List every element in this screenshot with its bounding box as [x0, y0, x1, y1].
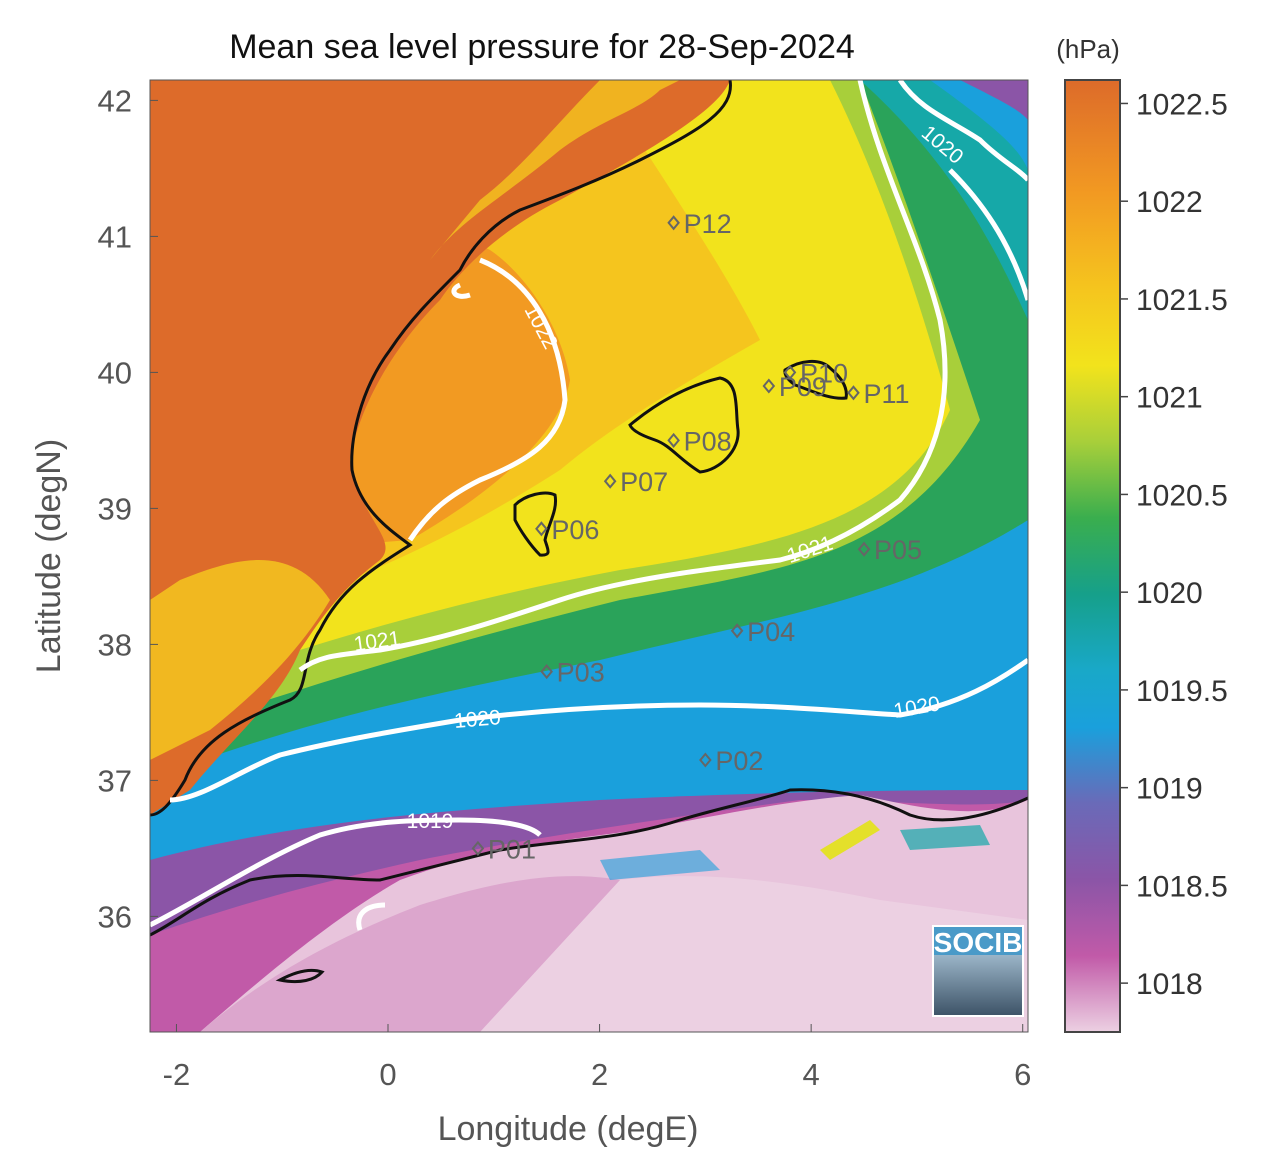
station-marker: [667, 432, 680, 448]
y-tick-label: 40: [98, 355, 132, 390]
station-marker: [730, 623, 744, 639]
isobar-1022-bit: [451, 282, 471, 299]
isobars: [150, 80, 1028, 931]
x-tick-label: 2: [591, 1057, 608, 1092]
colorbar-tick-label: 1018: [1136, 968, 1203, 1001]
station-label: P09: [779, 372, 827, 402]
isobar-1021: [298, 80, 948, 673]
y-axis-ticks: 42 41 40 39 38 37 36: [98, 83, 158, 934]
station-marker: [471, 840, 485, 856]
chart-title: Mean sea level pressure for 28-Sep-2024: [229, 28, 855, 66]
africa-coastline: [150, 788, 1028, 937]
station-marker: [847, 385, 860, 401]
station-label: P12: [684, 209, 732, 239]
isobar-1019-loop: [356, 902, 386, 931]
x-tick-label: 4: [803, 1057, 820, 1092]
colorbar-tick-label: 1022.5: [1136, 88, 1228, 121]
colorbar-tick-label: 1020: [1136, 577, 1203, 610]
colorbar-tick-label: 1021: [1136, 382, 1203, 415]
colorbar-gradient: [1064, 79, 1121, 1033]
station-marker: [857, 541, 871, 557]
station-label: P05: [874, 535, 922, 565]
isobar-1022: [407, 257, 568, 542]
station-label: P01: [488, 834, 536, 864]
station-marker: [762, 378, 776, 394]
station-marker: [540, 664, 553, 680]
alboran-coastline: [275, 968, 325, 984]
ibiza-coastline: [513, 491, 558, 557]
station-label: P06: [551, 515, 599, 545]
station-label: P08: [684, 426, 732, 456]
menorca-coastline: [783, 360, 848, 400]
socib-logo: SOCIB: [932, 925, 1024, 1017]
plot-frame: [149, 79, 1029, 1033]
y-tick-label: 38: [98, 627, 132, 662]
y-tick-label: 42: [98, 83, 132, 118]
colorbar-tick-label: 1021.5: [1136, 284, 1228, 317]
x-tick-label: 0: [379, 1057, 396, 1092]
isobar-1019: [150, 817, 542, 928]
colorbar-tick-label: 1020.5: [1136, 479, 1228, 512]
x-axis-label: Longitude (degE): [438, 1110, 699, 1148]
station-label: P04: [747, 617, 795, 647]
y-tick-label: 41: [98, 219, 132, 254]
station-label: P07: [620, 467, 668, 497]
station-marker: [783, 364, 797, 380]
colorbar-tick-label: 1022: [1136, 186, 1203, 219]
isobar-1020-right: [948, 168, 1028, 301]
isobar-1020-main: [169, 657, 1028, 803]
station-marker: [667, 215, 680, 231]
y-axis-label: Latitude (degN): [30, 439, 68, 673]
x-tick-label: 6: [1014, 1057, 1031, 1092]
pressure-field: [150, 80, 1028, 1032]
y-tick-label: 36: [98, 899, 132, 934]
coastlines: [150, 80, 1028, 984]
station-label: P11: [863, 379, 909, 409]
y-tick-label: 39: [98, 491, 132, 526]
colorbar-tick-label: 1019.5: [1136, 675, 1228, 708]
station-label: P03: [557, 658, 605, 688]
station-marker: [603, 473, 617, 489]
isobar-label-1020-b: 1020: [453, 706, 502, 733]
colorbar-unit: (hPa): [1056, 34, 1120, 64]
colorbar-ticks: 1022.5 1022 1021.5 1021 1020.5 1020 1019.5 1019…: [1120, 88, 1228, 1001]
isobar-1020-top: [897, 80, 1028, 182]
station-label: P02: [715, 746, 763, 776]
station-marker: [535, 521, 548, 537]
station-marker: [699, 752, 712, 768]
logo-text: SOCIB: [934, 927, 1023, 958]
x-axis-ticks: -2 0 2 4 6: [163, 1024, 1031, 1092]
isobar-label-1019: 1019: [407, 810, 454, 833]
colorbar: (hPa) 1022.5 1022 1021.5 1021 1020.5 1020 1019…: [1056, 34, 1228, 1033]
x-tick-label: -2: [163, 1057, 191, 1092]
y-tick-label: 37: [98, 763, 132, 798]
spain-coastline: [150, 80, 732, 817]
station-label: P10: [800, 358, 848, 388]
mallorca-coastline: [628, 376, 740, 474]
colorbar-tick-label: 1019: [1136, 773, 1203, 806]
colorbar-tick-label: 1018.5: [1136, 870, 1228, 903]
